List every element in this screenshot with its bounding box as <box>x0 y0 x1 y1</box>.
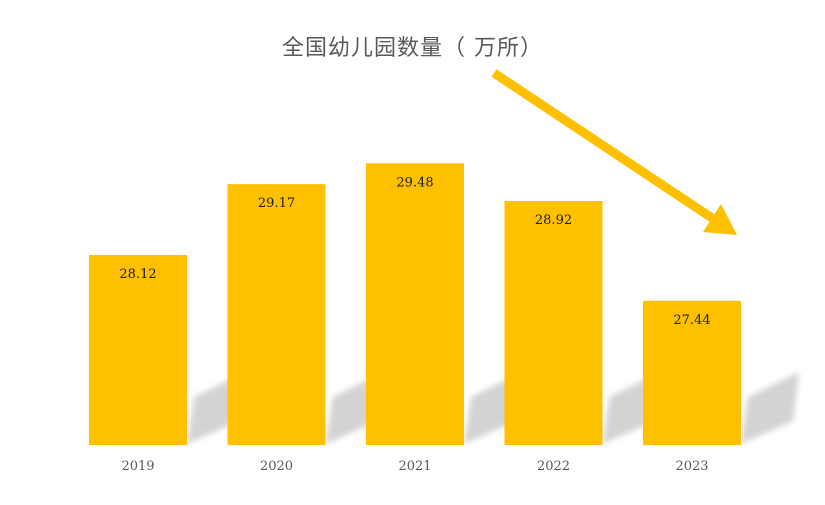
trend-arrow-head <box>703 204 737 235</box>
data-label-2021: 29.48 <box>396 175 433 190</box>
data-labels: 28.12 29.17 29.48 28.92 27.44 <box>119 175 710 327</box>
chart-title: 全国幼儿园数量（ 万所） <box>282 36 543 61</box>
x-tick-2021: 2021 <box>398 459 431 474</box>
x-tick-2019: 2019 <box>121 459 154 474</box>
bar-2020 <box>227 184 326 446</box>
data-label-2022: 28.92 <box>535 213 572 228</box>
bar-shadow <box>741 372 799 444</box>
x-axis-ticks: 2019 2020 2021 2022 2023 <box>121 459 708 474</box>
bar-2022 <box>504 201 603 445</box>
data-label-2023: 27.44 <box>673 313 710 328</box>
bars <box>89 163 741 446</box>
trend-arrow-shaft <box>491 69 715 222</box>
data-label-2020: 29.17 <box>258 196 295 211</box>
data-label-2019: 28.12 <box>119 267 156 282</box>
bar-2023 <box>643 300 741 445</box>
bar-2021 <box>366 163 464 445</box>
trend-arrow <box>491 69 737 235</box>
bar-2019 <box>89 254 187 445</box>
x-tick-2022: 2022 <box>537 459 570 474</box>
x-tick-2023: 2023 <box>675 459 708 474</box>
x-tick-2020: 2020 <box>260 459 293 474</box>
